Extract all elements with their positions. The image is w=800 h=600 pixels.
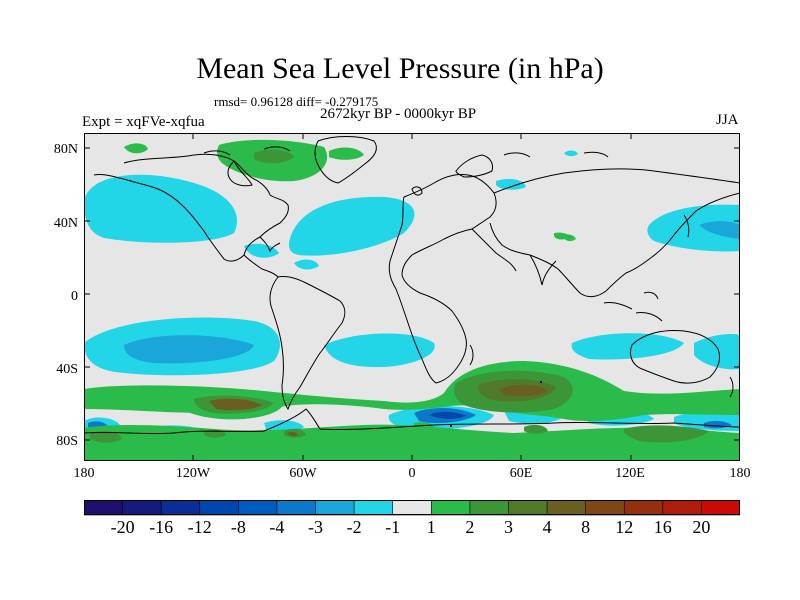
marker-dot [540,381,542,383]
colorbar-cell [585,500,626,516]
lon-label-120e: 120E [615,466,645,481]
colorbar-label: 12 [615,517,634,537]
colorbar-label: -2 [346,517,362,537]
colorbar-cell [276,500,317,516]
colorbar-label: 16 [653,517,672,537]
pressure-anomaly-map [84,133,740,461]
colorbar-label: -4 [269,517,285,537]
lat-label-80n: 80N [53,142,78,157]
colorbar-cell [662,500,703,516]
colorbar-label: -3 [308,517,323,537]
lon-label-120w: 120W [175,466,211,481]
colorbar-cell [623,500,664,516]
colorbar-cell [546,500,587,516]
marker-dot [450,425,452,427]
lon-label-60w: 60W [289,466,317,481]
map-title: Mean Sea Level Pressure (in hPa) [196,52,604,85]
colorbar-cell [469,500,510,516]
colorbar-label: 8 [581,517,591,537]
colorbar-cell [430,500,471,516]
lat-label-40s: 40S [56,362,78,377]
season-label: JJA [716,112,739,128]
colorbar-label: 4 [542,517,552,537]
colorbar-label: -12 [187,517,212,537]
lat-label-80s: 80S [56,434,78,449]
colorbar-cell [353,500,394,516]
period-line: 2672kyr BP - 0000kyr BP [320,106,477,122]
colorbar-label: -16 [149,517,174,537]
colorbar-cell [199,500,240,516]
colorbar-cell [238,500,278,516]
negative-anomaly-regions [84,150,740,437]
lat-label-40n: 40N [53,216,78,231]
colorbar-label: -1 [385,517,401,537]
colorbar-label: 2 [465,517,475,537]
colorbar-cell [160,500,201,516]
colorbar [84,500,740,516]
colorbar-label: 20 [692,517,711,537]
colorbar-cell [315,500,355,516]
colorbar-label: 3 [504,517,513,537]
coastlines [84,136,740,435]
lon-label-0: 0 [408,466,416,481]
lon-label-180w: 180 [73,466,95,481]
lon-label-180e: 180 [729,466,751,481]
axis-ticks [84,133,740,461]
colorbar-cell [84,500,124,516]
colorbar-cell [508,500,548,516]
colorbar-cell [701,500,740,516]
colorbar-label: -8 [230,517,246,537]
colorbar-cell [122,500,162,516]
colorbar-label: -20 [110,517,135,537]
lat-label-0: 0 [71,289,78,304]
experiment-label: Expt = xqFVe-xqfua [82,114,205,130]
colorbar-cell [392,500,433,516]
positive-anomaly-regions [84,139,740,461]
colorbar-label: 1 [426,517,436,537]
lon-label-60e: 60E [509,466,533,481]
stats-line: rmsd= 0.96128 diff= -0.279175 [214,94,379,109]
